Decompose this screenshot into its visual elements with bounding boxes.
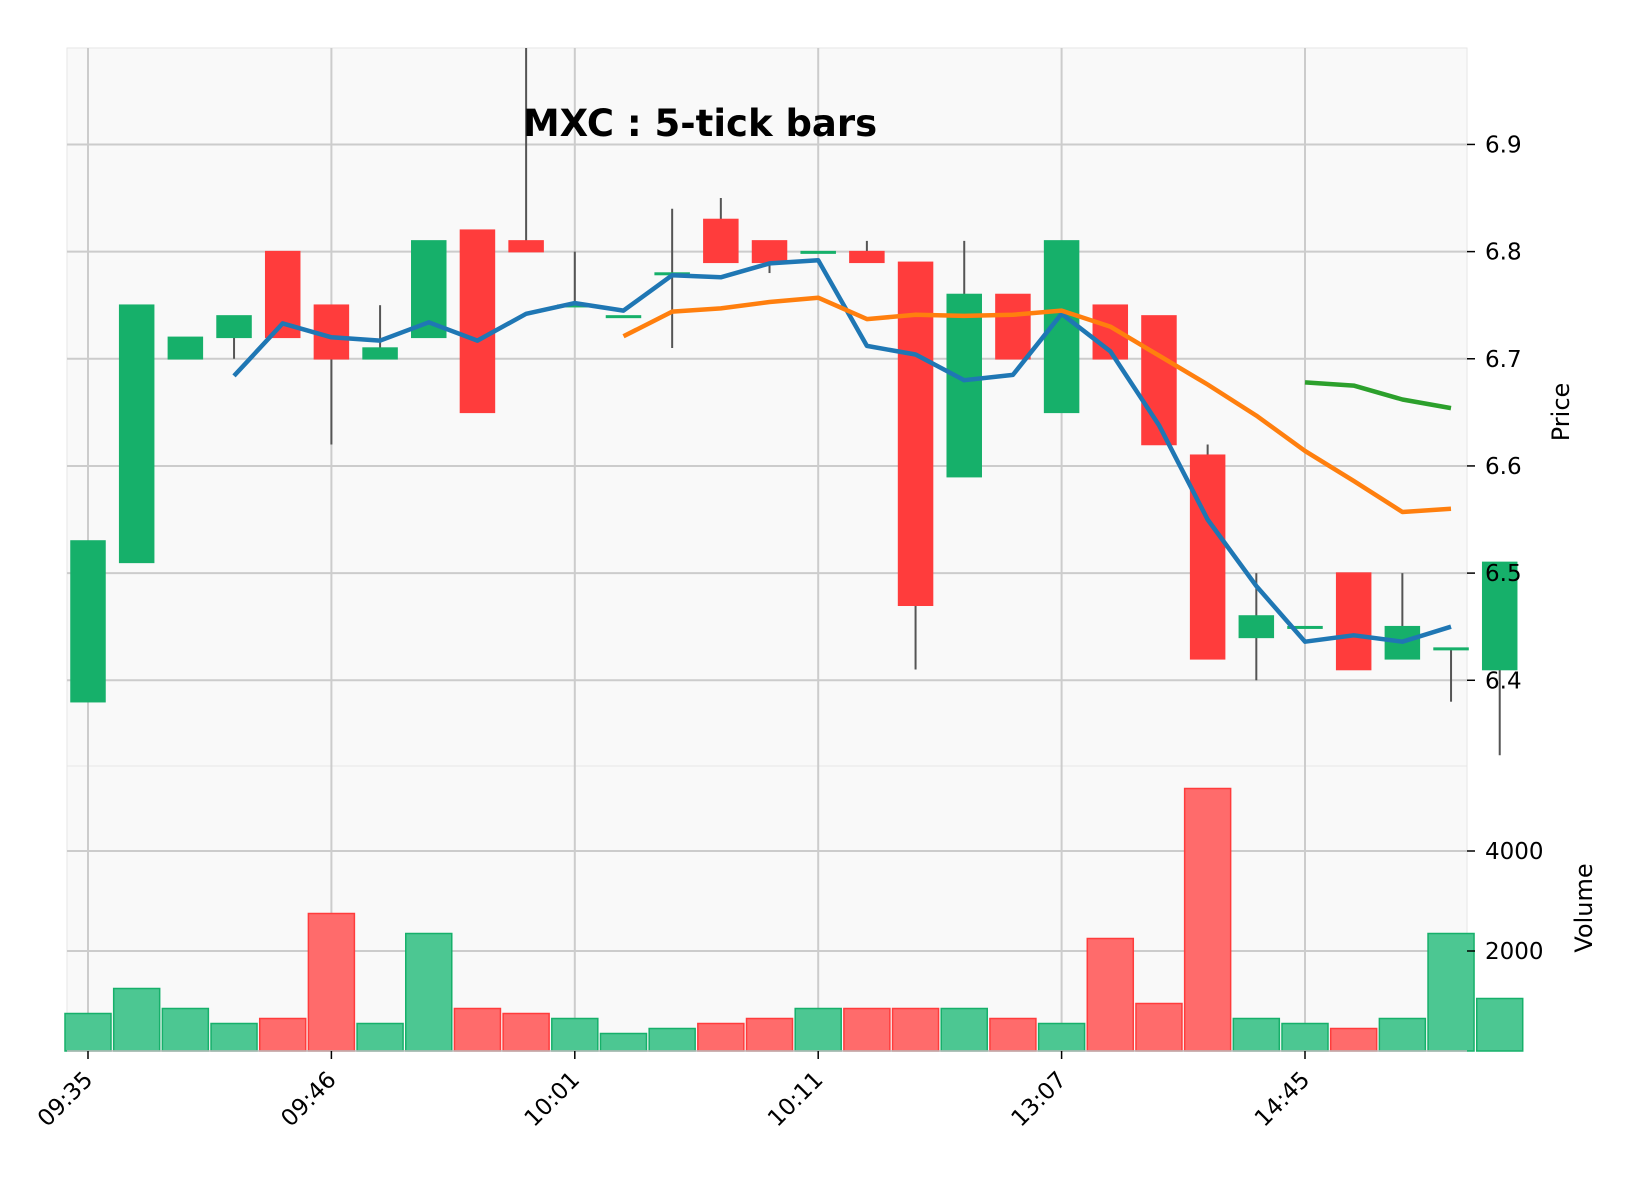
price-tick-label: 6.7 bbox=[1485, 347, 1522, 373]
volume-bar bbox=[1135, 1002, 1183, 1052]
volume-bar bbox=[843, 1007, 891, 1052]
volume-bar bbox=[794, 1007, 842, 1052]
candle-body bbox=[946, 293, 982, 478]
candle-body bbox=[1238, 615, 1275, 639]
candle-body bbox=[751, 240, 788, 264]
volume-bar bbox=[1037, 1022, 1086, 1052]
volume-bar bbox=[1183, 787, 1232, 1052]
candle-body bbox=[1287, 625, 1323, 629]
price-tick-label: 6.8 bbox=[1485, 240, 1522, 266]
volume-bar bbox=[745, 1017, 794, 1052]
candle-body bbox=[1433, 647, 1469, 651]
candle-body bbox=[605, 315, 642, 319]
candle-body bbox=[1335, 572, 1372, 671]
candle-body bbox=[459, 229, 496, 414]
volume-bar bbox=[940, 1007, 988, 1052]
volume-bar bbox=[405, 932, 453, 1052]
volume-bar bbox=[112, 987, 161, 1052]
price-panel-background bbox=[66, 47, 1468, 767]
volume-bar bbox=[356, 1022, 404, 1052]
volume-bar bbox=[258, 1017, 307, 1052]
price-tick-label: 6.5 bbox=[1485, 561, 1522, 587]
x-tick-label: 14:45 bbox=[1250, 1067, 1315, 1132]
volume-bar bbox=[1086, 937, 1135, 1052]
volume-bar bbox=[989, 1017, 1037, 1052]
price-tick-label: 6.9 bbox=[1485, 132, 1522, 158]
candle-body bbox=[70, 540, 106, 703]
candle-body bbox=[897, 261, 934, 607]
candle-body bbox=[1189, 454, 1226, 660]
volume-bar bbox=[1232, 1017, 1281, 1052]
volume-bar bbox=[1378, 1017, 1427, 1052]
volume-bar bbox=[599, 1032, 648, 1052]
candle-body bbox=[264, 250, 301, 339]
moving-average-line bbox=[232, 257, 1452, 644]
volume-bar bbox=[307, 912, 356, 1052]
volume-bar bbox=[64, 1012, 112, 1052]
moving-average-line bbox=[622, 295, 1452, 515]
volume-bar bbox=[551, 1017, 599, 1052]
candle-body bbox=[362, 347, 398, 360]
x-tick-label: 10:11 bbox=[763, 1067, 828, 1132]
volume-bar bbox=[453, 1007, 502, 1052]
volume-tick-label: 2000 bbox=[1485, 939, 1544, 965]
volume-bar bbox=[648, 1027, 696, 1052]
candle-body bbox=[995, 293, 1031, 360]
volume-bars bbox=[64, 787, 1524, 1052]
x-tick-label: 09:46 bbox=[276, 1067, 341, 1132]
chart-title: MXC : 5-tick bars bbox=[523, 102, 877, 145]
candle-body bbox=[167, 336, 204, 360]
volume-bar bbox=[1281, 1022, 1329, 1052]
x-tick-label: 10:01 bbox=[520, 1067, 585, 1132]
candle-body bbox=[216, 315, 252, 339]
volume-panel-background bbox=[66, 765, 1468, 1052]
moving-average-line bbox=[1304, 380, 1452, 411]
volume-axis-label: Volume bbox=[1570, 863, 1598, 952]
candle-body bbox=[118, 304, 155, 564]
volume-bar bbox=[502, 1012, 550, 1052]
volume-bar bbox=[1329, 1027, 1378, 1052]
price-tick-label: 6.6 bbox=[1485, 454, 1522, 480]
candle-body bbox=[849, 250, 885, 264]
volume-bar bbox=[210, 1022, 258, 1052]
candle-body bbox=[1481, 561, 1518, 671]
x-tick-label: 09:35 bbox=[33, 1067, 98, 1132]
candle-body bbox=[800, 250, 836, 254]
volume-bar bbox=[697, 1022, 745, 1052]
moving-average-lines bbox=[232, 257, 1452, 644]
candle-body bbox=[411, 240, 447, 339]
price-tick-label: 6.4 bbox=[1485, 668, 1522, 694]
volume-bar bbox=[891, 1007, 940, 1052]
x-tick-label: 13:07 bbox=[1007, 1067, 1072, 1132]
candle-body bbox=[508, 240, 544, 253]
volume-bar bbox=[1475, 997, 1524, 1052]
volume-bar bbox=[161, 1007, 210, 1052]
volume-tick-label: 4000 bbox=[1485, 839, 1544, 865]
candle-body bbox=[703, 218, 739, 264]
price-axis-label: Price bbox=[1547, 383, 1575, 442]
